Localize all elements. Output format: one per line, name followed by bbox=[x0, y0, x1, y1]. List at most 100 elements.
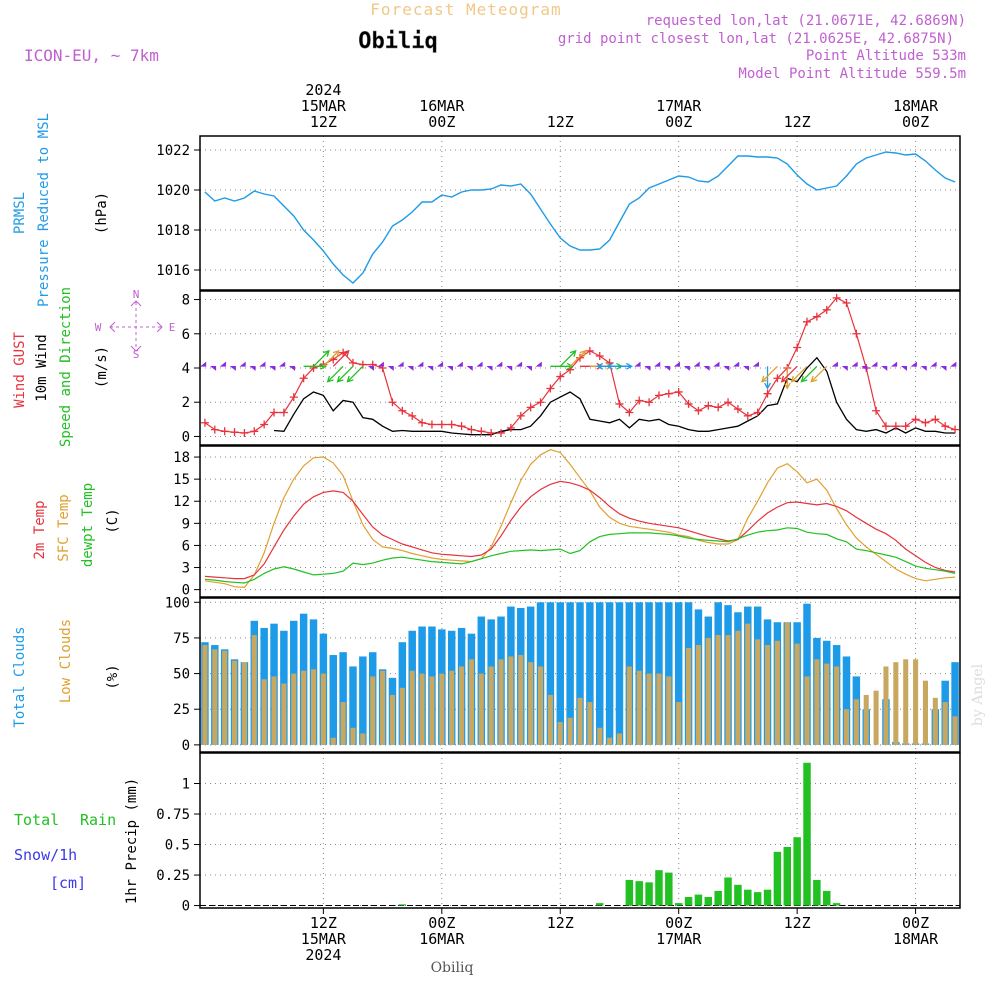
low-clouds-bar bbox=[755, 639, 761, 745]
wind-arrow-head bbox=[579, 349, 587, 357]
wind-direction-marker bbox=[950, 361, 957, 367]
precip-bar bbox=[684, 897, 693, 906]
wind-gust-marker bbox=[763, 389, 772, 398]
precip-bar bbox=[832, 903, 841, 906]
wind-direction-marker bbox=[397, 361, 404, 367]
wind-direction-marker bbox=[466, 365, 473, 371]
low-clouds-bar bbox=[478, 673, 484, 745]
top-time-label: 12Z bbox=[547, 113, 574, 131]
low-clouds-bar bbox=[597, 727, 603, 745]
low-clouds-bar bbox=[232, 660, 238, 745]
wind-gust-marker bbox=[536, 398, 545, 407]
temperature-frame bbox=[199, 445, 961, 598]
bottom-time-label: 2024 bbox=[305, 946, 341, 964]
wind-gust-marker bbox=[358, 360, 367, 369]
low-clouds-bar bbox=[330, 737, 336, 745]
wind-direction-marker bbox=[831, 361, 838, 367]
wind-gust-marker bbox=[270, 408, 279, 417]
bottom-time-label: 12Z bbox=[784, 914, 811, 932]
wind-direction-marker bbox=[496, 361, 503, 367]
low-clouds-bar bbox=[616, 733, 623, 745]
point-altitude: Point Altitude 533m bbox=[806, 48, 966, 64]
wind-direction-marker bbox=[288, 365, 296, 371]
temp-dewpt-label: dewpt Temp bbox=[80, 483, 96, 567]
watermark: by Angel bbox=[970, 663, 986, 726]
wind-direction-marker bbox=[703, 365, 710, 371]
wind-arrow-head bbox=[780, 375, 788, 383]
wind-ytick-label: 6 bbox=[182, 327, 190, 343]
wind-direction-marker bbox=[446, 365, 453, 371]
wind-direction-arrow bbox=[322, 350, 340, 367]
wind-direction-marker bbox=[881, 365, 888, 371]
wind-unit: (m/s) bbox=[94, 346, 110, 388]
wind-direction-marker bbox=[644, 365, 651, 371]
low-clouds-bar bbox=[360, 733, 366, 745]
low-clouds-bar bbox=[607, 737, 613, 745]
wind-arrow-head bbox=[320, 362, 327, 370]
low-clouds-bar bbox=[449, 670, 455, 745]
total-clouds-bar bbox=[349, 666, 357, 745]
temperature-panel: 0 3 6 9 12 15 18 bbox=[173, 445, 961, 599]
low-clouds-bar bbox=[893, 662, 899, 745]
low-clouds-bar bbox=[498, 659, 504, 745]
precip-ytick-label: 0.5 bbox=[165, 838, 190, 854]
pressure-panel: 1016 1018 1020 1022 bbox=[156, 135, 961, 291]
total-clouds-bar bbox=[329, 655, 337, 745]
low-clouds-bar bbox=[774, 640, 780, 745]
wind-arrow-head bbox=[332, 349, 340, 357]
wind-direction-arrow bbox=[781, 365, 798, 383]
wind-direction-marker bbox=[742, 365, 750, 371]
low-clouds-bar bbox=[389, 694, 396, 745]
precip-bar bbox=[734, 884, 742, 906]
pressure-ytick-label: 1022 bbox=[156, 143, 190, 159]
wind-gust-marker bbox=[309, 364, 318, 372]
wind-direction-marker bbox=[752, 361, 759, 367]
wind-arrow-head bbox=[342, 349, 350, 357]
wind-direction-marker bbox=[871, 361, 878, 367]
precip-unit: 1hr Precip (mm) bbox=[124, 778, 140, 904]
low-clouds-bar bbox=[241, 662, 247, 745]
wind-direction-arrow bbox=[346, 365, 364, 383]
low-clouds-bar bbox=[666, 676, 672, 745]
wind-gust-marker bbox=[674, 387, 683, 396]
total-clouds-bar bbox=[803, 603, 811, 745]
low-clouds-bar bbox=[834, 666, 840, 745]
temp-sfc-label: SFC Temp bbox=[56, 494, 72, 561]
wind-direction-marker bbox=[417, 361, 424, 367]
low-clouds-bar bbox=[399, 687, 405, 745]
low-clouds-bar bbox=[784, 622, 790, 745]
top-time-label: 16MAR bbox=[419, 97, 465, 115]
wind-arrow-head bbox=[566, 362, 574, 370]
top-time-label: 2024 bbox=[305, 81, 341, 99]
wind-gust-marker bbox=[260, 420, 269, 429]
bottom-time-label: 17MAR bbox=[656, 930, 702, 948]
wind-direction-arrow bbox=[337, 365, 354, 383]
wind-gust-marker bbox=[250, 427, 259, 436]
wind-direction-marker bbox=[663, 365, 671, 371]
wind-gust-marker bbox=[753, 408, 762, 417]
bottom-time-label: 12Z bbox=[310, 914, 337, 932]
total-clouds-bar bbox=[556, 602, 564, 745]
precip-ytick-label: 0.75 bbox=[156, 807, 190, 823]
wind-direction-marker bbox=[910, 361, 917, 367]
wind-gust-marker bbox=[714, 403, 723, 412]
low-clouds-bar bbox=[814, 659, 820, 745]
low-clouds-bar bbox=[508, 656, 514, 745]
wind-direction-arrow bbox=[313, 350, 330, 367]
wind-gust-marker bbox=[872, 406, 881, 415]
clouds-frame bbox=[199, 597, 961, 753]
low-clouds-bar bbox=[518, 655, 524, 745]
wind-gust-marker bbox=[388, 398, 397, 407]
low-clouds-bar bbox=[202, 645, 208, 745]
pressure-line bbox=[204, 151, 956, 284]
low-clouds-bar bbox=[340, 702, 346, 745]
temp-unit: (C) bbox=[105, 508, 121, 533]
wind-gust-marker bbox=[803, 317, 812, 326]
wind-gust-marker bbox=[546, 384, 555, 393]
wind-direction-arrow bbox=[332, 350, 350, 367]
wind-direction-arrow bbox=[810, 365, 828, 383]
wind-gust-marker bbox=[398, 406, 407, 415]
wind-gust-marker bbox=[348, 358, 357, 367]
model-label: ICON-EU, ~ 7km bbox=[24, 46, 159, 65]
